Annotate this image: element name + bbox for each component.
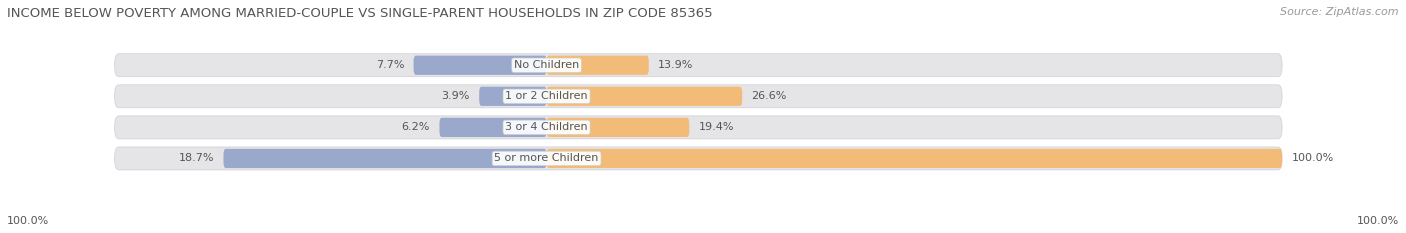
FancyBboxPatch shape xyxy=(115,116,1282,139)
FancyBboxPatch shape xyxy=(115,85,1282,108)
Text: 7.7%: 7.7% xyxy=(375,60,404,70)
Text: 100.0%: 100.0% xyxy=(1357,216,1399,226)
FancyBboxPatch shape xyxy=(224,149,547,168)
Text: 3 or 4 Children: 3 or 4 Children xyxy=(505,122,588,132)
Text: 100.0%: 100.0% xyxy=(7,216,49,226)
Text: INCOME BELOW POVERTY AMONG MARRIED-COUPLE VS SINGLE-PARENT HOUSEHOLDS IN ZIP COD: INCOME BELOW POVERTY AMONG MARRIED-COUPL… xyxy=(7,7,713,20)
FancyBboxPatch shape xyxy=(413,56,547,75)
FancyBboxPatch shape xyxy=(547,118,689,137)
Text: 1 or 2 Children: 1 or 2 Children xyxy=(505,91,588,101)
FancyBboxPatch shape xyxy=(479,87,547,106)
Text: 18.7%: 18.7% xyxy=(179,154,214,163)
Text: 26.6%: 26.6% xyxy=(752,91,787,101)
Text: 3.9%: 3.9% xyxy=(441,91,470,101)
Text: 6.2%: 6.2% xyxy=(402,122,430,132)
Text: 13.9%: 13.9% xyxy=(658,60,693,70)
FancyBboxPatch shape xyxy=(115,147,1282,170)
Text: 19.4%: 19.4% xyxy=(699,122,734,132)
FancyBboxPatch shape xyxy=(547,56,648,75)
Text: No Children: No Children xyxy=(515,60,579,70)
Text: Source: ZipAtlas.com: Source: ZipAtlas.com xyxy=(1281,7,1399,17)
FancyBboxPatch shape xyxy=(547,87,742,106)
FancyBboxPatch shape xyxy=(547,149,1282,168)
Text: 100.0%: 100.0% xyxy=(1292,154,1334,163)
FancyBboxPatch shape xyxy=(440,118,547,137)
FancyBboxPatch shape xyxy=(115,54,1282,77)
Text: 5 or more Children: 5 or more Children xyxy=(495,154,599,163)
